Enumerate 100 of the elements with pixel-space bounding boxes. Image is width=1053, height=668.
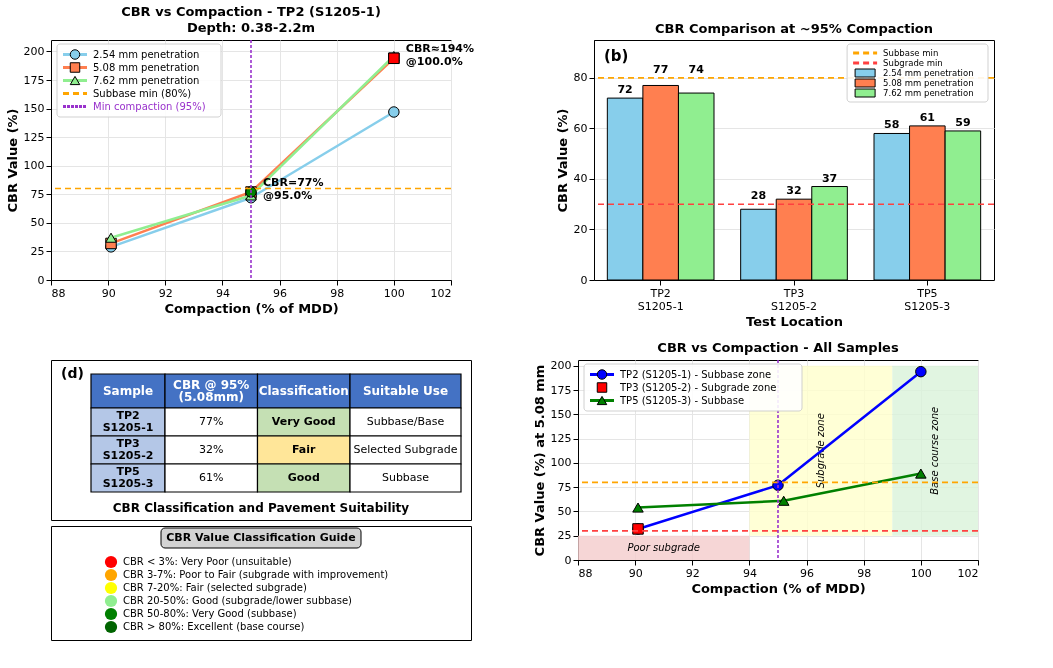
data-label: 74 [688,62,705,76]
text: (d) [61,365,84,381]
y-tick-label: 75 [30,187,45,201]
annotation: CBR≈194% @100.0% [405,41,474,68]
y-tick-label: 200 [550,359,572,373]
data-label: 37 [821,171,838,185]
text: 32% [199,443,224,456]
band-label: Subgrade zone [814,413,826,489]
y-tick-label: 100 [23,159,45,173]
y-tick-label: 20 [573,222,588,236]
y-tick-label: 40 [573,172,588,186]
y-tick-label: 125 [23,130,45,144]
legend-label: 5.08 mm penetration [93,61,200,73]
legend-label: 7.62 mm penetration [93,74,200,86]
text: Very Good [271,415,336,428]
category-label: CBR 7-20%: Fair (selected subgrade) [123,582,308,593]
text: Good [287,471,320,484]
data-label: 58 [884,118,900,132]
category-label: CBR @ 95% (5.08mm) [173,378,250,404]
category-label: CBR < 3%: Very Poor (unsuitable) [123,556,292,567]
x-tick-label: 92 [685,566,700,580]
x-axis-title: Compaction (% of MDD) [164,300,339,316]
x-tick-label: 96 [800,566,815,580]
text: TP5 S1205-3 [102,465,154,490]
ref-line-label: Min compaction (95%) [93,100,206,112]
x-tick-label: 100 [383,286,405,300]
y-tick-label: 25 [30,244,45,258]
data-label: 28 [750,189,767,203]
legend-label: 2.54 mm penetration [93,48,200,60]
category-label: CBR 20-50%: Good (subgrade/lower subbase) [123,595,353,606]
y-tick-label: 50 [30,216,45,230]
text: TP3 S1205-2 [102,437,154,462]
x-tick-label: 88 [51,286,66,300]
y-axis-title: CBR Value (%) [554,108,570,213]
chart-subtitle: Depth: 0.38-2.2m [186,20,316,36]
x-axis-title: Compaction (% of MDD) [691,580,866,596]
x-tick-label: 94 [742,566,757,580]
y-tick-label: 60 [573,121,588,135]
y-tick-label: 0 [580,273,588,287]
x-tick-label: TP5 S1205-3 [904,286,951,313]
x-tick-label: 102 [430,286,452,300]
x-tick-label: 102 [957,566,979,580]
y-axis-title: CBR Value (%) [4,108,20,213]
legend-label: Subbase min [883,48,939,58]
category-label: Suitable Use [362,384,449,398]
y-tick-label: 50 [557,504,572,518]
data-label: 59 [955,115,971,129]
data-label: 32 [786,184,802,198]
text: CBR Classification and Pavement Suitability [112,501,410,515]
legend-label: TP3 (S1205-2) - Subgrade zone [619,381,777,393]
category-label: Classification [258,384,349,398]
text: Subbase [381,471,430,484]
x-tick-label: 96 [273,286,288,300]
chart-title: CBR vs Compaction - TP2 (S1205-1) [121,4,381,20]
annotation: (b) [604,47,629,65]
data-label: 61 [919,110,935,124]
y-tick-label: 150 [23,102,45,116]
text: Fair [292,443,316,456]
x-tick-label: TP3 S1205-2 [771,286,817,313]
legend-label: Subgrade min [883,58,943,68]
category-label: CBR 50-80%: Very Good (subbase) [123,608,297,619]
y-tick-label: 175 [23,73,45,87]
text: Selected Subgrade [353,443,458,456]
category-label: CBR > 80%: Excellent (base course) [123,621,305,632]
y-tick-label: 125 [550,432,572,446]
text: TP2 S1205-1 [102,409,154,434]
data-label: 77 [653,62,669,76]
x-tick-label: 98 [857,566,872,580]
annotation: CBR=77% @95.0% [263,175,324,202]
x-tick-label: 98 [330,286,345,300]
chart-title: CBR vs Compaction - All Samples [657,340,899,356]
x-tick-label: TP2 S1205-1 [637,286,684,313]
y-tick-label: 175 [550,383,572,397]
x-tick-label: 88 [578,566,593,580]
y-tick-label: 150 [550,407,572,421]
x-tick-label: 90 [628,566,643,580]
text: 61% [199,471,224,484]
legend-label: 5.08 mm penetration [883,78,974,88]
y-tick-label: 80 [573,71,588,85]
category-label: CBR 3-7%: Poor to Fair (subgrade with improvement) [123,569,389,580]
chart-title: CBR Comparison at ~95% Compaction [654,21,934,36]
band-label: Base course zone [929,406,941,495]
y-tick-label: 75 [557,480,572,494]
y-tick-label: 0 [37,273,45,287]
y-axis-title: CBR Value (%) at 5.08 mm [531,364,547,557]
text: Subbase/Base [366,415,445,428]
text: 77% [199,415,224,428]
x-tick-label: 94 [215,286,230,300]
x-tick-label: 90 [101,286,116,300]
data-label: 72 [617,83,633,97]
y-tick-label: 200 [23,44,45,58]
legend-label: TP2 (S1205-1) - Subbase zone [619,368,772,380]
y-tick-label: 100 [550,456,572,470]
text: CBR Value Classification Guide [166,531,356,544]
band-label: Poor subgrade [627,541,700,553]
x-axis-title: Test Location [746,313,843,329]
x-tick-label: 92 [158,286,173,300]
legend-label: Subbase min (80%) [93,87,192,99]
y-tick-label: 25 [557,529,572,543]
legend-label: 2.54 mm penetration [883,68,974,78]
